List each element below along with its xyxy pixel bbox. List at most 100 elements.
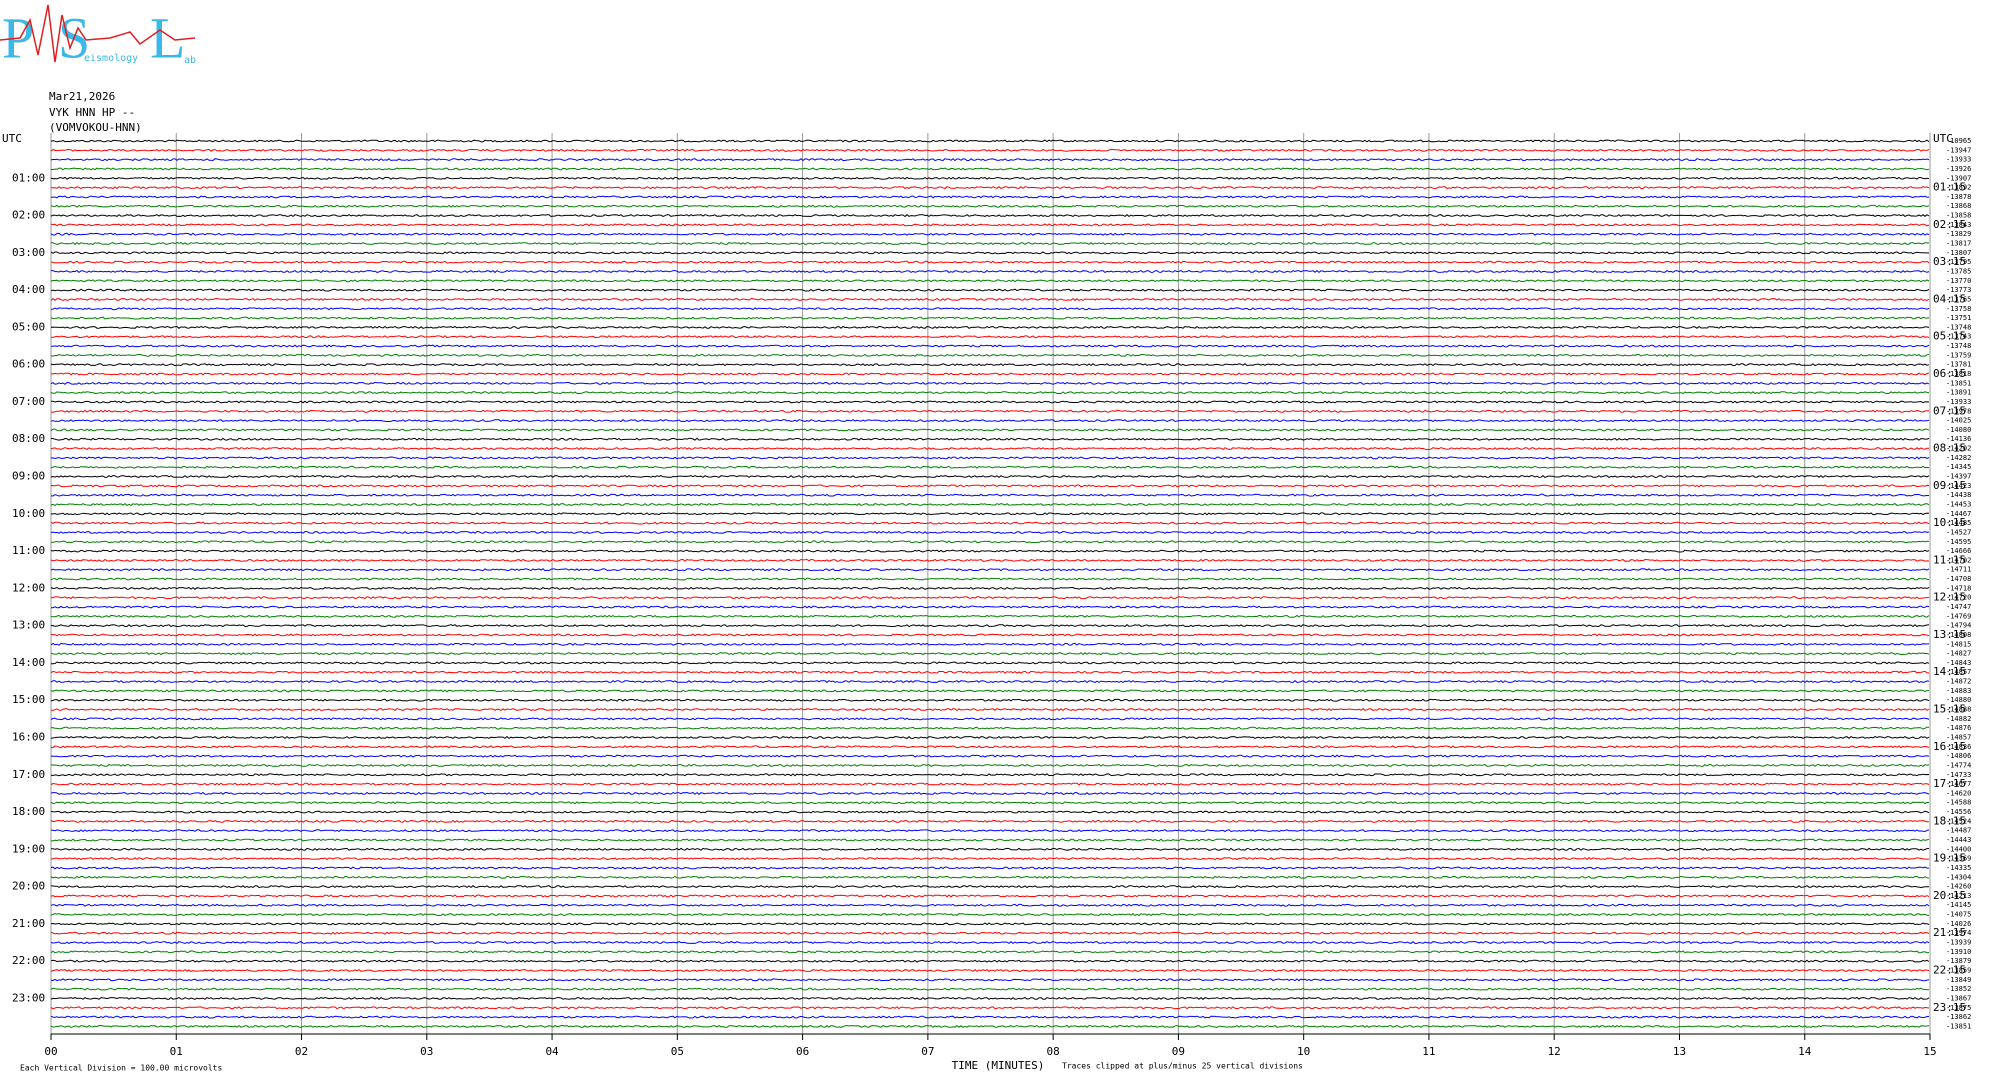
trace (50, 288, 1930, 292)
trace-offset: -14487 (1946, 827, 1971, 835)
x-axis-title: TIME (MINUTES) (952, 1059, 1045, 1072)
trace-offset: -14369 (1946, 855, 1971, 863)
header-channel: VYK HNN HP -- (49, 106, 135, 119)
trace-offset: -13758 (1946, 305, 1971, 313)
trace (51, 344, 1930, 348)
left-time-label: 06:00 (12, 358, 45, 371)
trace-offset: -13748 (1946, 323, 1971, 331)
trace-offset: -14620 (1946, 789, 1971, 797)
right-time-label: 01:15 (1933, 181, 1966, 194)
trace (50, 670, 1930, 674)
trace-offset: -10965 (1946, 137, 1971, 145)
trace-offset: -14883 (1946, 687, 1971, 695)
trace-offset: -14026 (1946, 920, 1971, 928)
trace (50, 186, 1930, 190)
trace-offset: -14857 (1946, 733, 1971, 741)
trace-offset: -14888 (1946, 706, 1971, 714)
trace (50, 1024, 1930, 1028)
x-tick-label: 00 (44, 1045, 57, 1058)
left-time-label: 15:00 (12, 693, 45, 706)
trace (50, 195, 1930, 199)
x-tick-label: 10 (1297, 1045, 1310, 1058)
trace-offset: -13852 (1946, 985, 1971, 993)
trace-offset: -13748 (1946, 342, 1971, 350)
trace (50, 819, 1930, 823)
x-tick-label: 11 (1422, 1045, 1435, 1058)
trace-offset: -13829 (1946, 230, 1971, 238)
trace (50, 763, 1930, 767)
trace (50, 940, 1930, 945)
trace-offset: -14423 (1946, 482, 1971, 490)
trace-offset: -14202 (1946, 445, 1971, 453)
left-time-label: 07:00 (12, 395, 45, 408)
left-time-label: 11:00 (12, 544, 45, 557)
trace-offset: -14397 (1946, 473, 1971, 481)
left-time-label: 12:00 (12, 581, 45, 594)
trace (50, 530, 1930, 534)
logo-text: eismology (84, 53, 138, 64)
trace (50, 791, 1930, 795)
trace (50, 223, 1930, 227)
trace-offset: -13974 (1946, 929, 1971, 937)
trace (50, 857, 1929, 861)
trace-offset: -14747 (1946, 603, 1971, 611)
trace-offset: -14808 (1946, 631, 1971, 639)
trace-offset: -13868 (1946, 202, 1971, 210)
x-tick-label: 14 (1798, 1045, 1812, 1058)
trace (50, 353, 1930, 357)
trace (50, 847, 1930, 851)
left-time-label: 04:00 (12, 283, 45, 296)
trace-offset: -13770 (1946, 277, 1971, 285)
trace-offset: -14136 (1946, 435, 1971, 443)
trace-offset: -13933 (1946, 398, 1971, 406)
trace (50, 745, 1930, 749)
right-time-label: 05:15 (1933, 330, 1966, 343)
trace-offset: -14718 (1946, 584, 1971, 592)
trace-offset: -13867 (1946, 994, 1971, 1002)
right-time-label: 15:15 (1933, 703, 1966, 716)
trace (50, 456, 1930, 460)
trace-offset: -14666 (1946, 547, 1971, 555)
x-tick-label: 01 (170, 1045, 183, 1058)
trace (50, 987, 1930, 991)
trace (50, 614, 1930, 618)
trace-offset: -14769 (1946, 612, 1971, 620)
trace-offset: -14345 (1946, 463, 1971, 471)
trace-offset: -14876 (1946, 724, 1971, 732)
trace-offset: -14025 (1946, 417, 1971, 425)
trace (50, 624, 1930, 628)
trace-offset: -13947 (1946, 146, 1971, 154)
right-time-label: 11:15 (1933, 553, 1966, 566)
trace (50, 642, 1930, 646)
trace-offset: -13879 (1946, 957, 1971, 965)
trace (50, 903, 1930, 907)
trace-offset: -13907 (1946, 174, 1971, 182)
left-time-label: 20:00 (12, 880, 45, 893)
trace-offset: -14400 (1946, 845, 1971, 853)
trace-offset: -13862 (1946, 1013, 1971, 1021)
trace-offset: -14588 (1946, 799, 1971, 807)
logo-text: ab (184, 55, 196, 66)
trace-offset: -14595 (1946, 538, 1971, 546)
trace (50, 484, 1930, 488)
trace-offset: -14836 (1946, 743, 1971, 751)
trace (50, 959, 1930, 963)
x-tick-label: 04 (545, 1045, 559, 1058)
trace (50, 885, 1930, 889)
left-time-label: 09:00 (12, 470, 45, 483)
trace-offset: -14882 (1946, 715, 1971, 723)
trace-offset: -14827 (1946, 650, 1971, 658)
right-time-label: 12:15 (1933, 591, 1966, 604)
trace (50, 605, 1930, 609)
trace (50, 726, 1929, 730)
right-time-label: 22:15 (1933, 963, 1966, 976)
trace (50, 428, 1930, 432)
trace (51, 661, 1930, 665)
trace-offset: -14806 (1946, 752, 1971, 760)
trace (50, 549, 1930, 553)
trace (50, 689, 1929, 693)
right-time-label: UTC (1933, 132, 1953, 145)
clip-note: Traces clipped at plus/minus 25 vertical… (1062, 1062, 1303, 1071)
trace (50, 1015, 1930, 1019)
trace (50, 838, 1930, 842)
